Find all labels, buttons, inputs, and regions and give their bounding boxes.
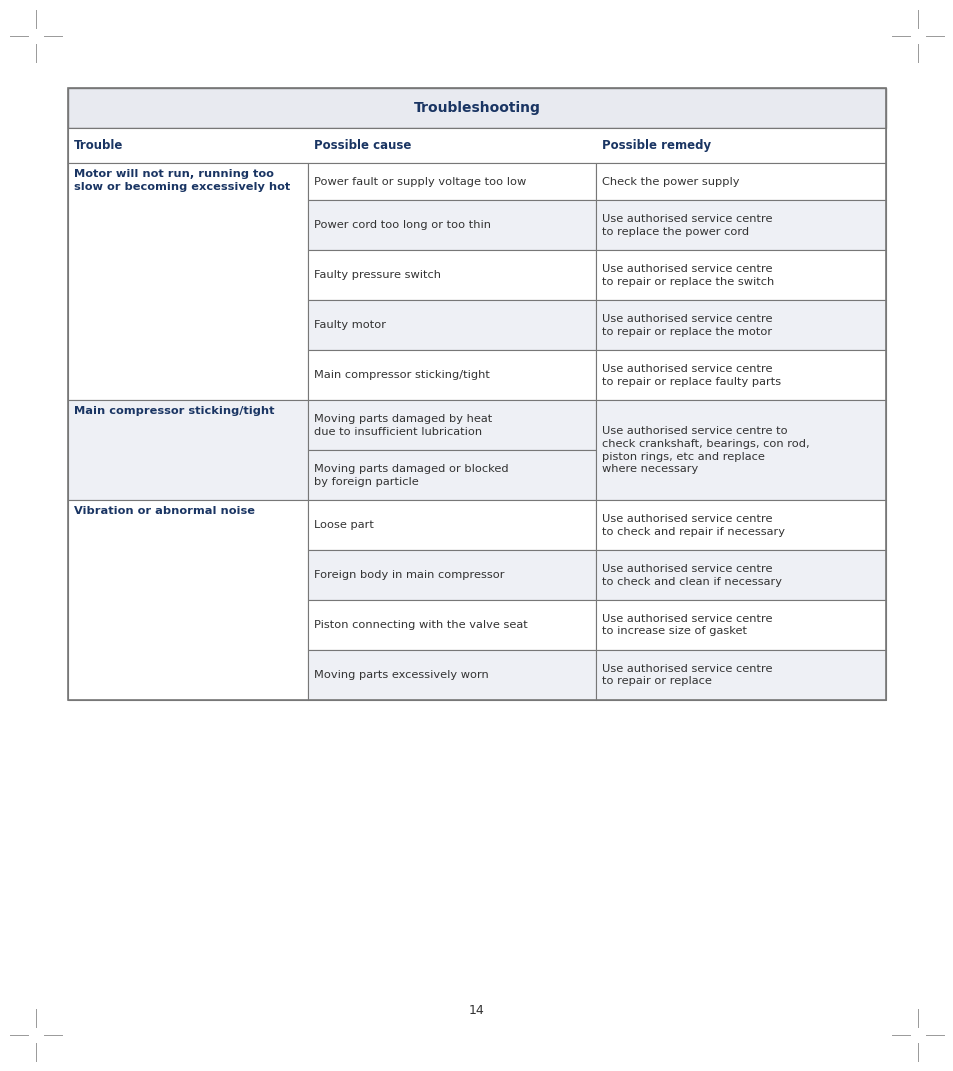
- Text: Use authorised service centre to
check crankshaft, bearings, con rod,
piston rin: Use authorised service centre to check c…: [601, 426, 809, 474]
- Bar: [308, 251, 596, 300]
- Bar: [68, 163, 308, 401]
- Text: Use authorised service centre
to check and clean if necessary: Use authorised service centre to check a…: [601, 563, 781, 587]
- Text: Check the power supply: Check the power supply: [601, 177, 740, 186]
- Text: Power fault or supply voltage too low: Power fault or supply voltage too low: [314, 177, 525, 186]
- Bar: [308, 350, 596, 401]
- Text: Moving parts excessively worn: Moving parts excessively worn: [314, 670, 488, 680]
- Text: Moving parts damaged by heat
due to insufficient lubrication: Moving parts damaged by heat due to insu…: [314, 413, 492, 437]
- Bar: [596, 500, 885, 550]
- Text: Use authorised service centre
to check and repair if necessary: Use authorised service centre to check a…: [601, 514, 784, 537]
- Bar: [68, 500, 308, 700]
- Text: Moving parts damaged or blocked
by foreign particle: Moving parts damaged or blocked by forei…: [314, 464, 508, 486]
- Text: Piston connecting with the valve seat: Piston connecting with the valve seat: [314, 620, 527, 630]
- Text: Power cord too long or too thin: Power cord too long or too thin: [314, 221, 490, 230]
- Bar: [308, 550, 596, 600]
- Text: Use authorised service centre
to replace the power cord: Use authorised service centre to replace…: [601, 214, 772, 237]
- Bar: [68, 88, 885, 127]
- Bar: [68, 127, 885, 163]
- Bar: [596, 300, 885, 350]
- Text: Use authorised service centre
to repair or replace faulty parts: Use authorised service centre to repair …: [601, 364, 781, 387]
- Text: 14: 14: [469, 1004, 484, 1016]
- Text: Motor will not run, running too
slow or becoming excessively hot: Motor will not run, running too slow or …: [74, 169, 290, 192]
- Text: Troubleshooting: Troubleshooting: [414, 101, 539, 115]
- Text: Trouble: Trouble: [74, 139, 123, 152]
- Bar: [308, 500, 596, 550]
- Text: Foreign body in main compressor: Foreign body in main compressor: [314, 570, 503, 580]
- Bar: [308, 600, 596, 650]
- Bar: [596, 350, 885, 401]
- Text: Possible remedy: Possible remedy: [601, 139, 711, 152]
- Text: Vibration or abnormal noise: Vibration or abnormal noise: [74, 507, 254, 516]
- Bar: [68, 401, 308, 500]
- Bar: [308, 300, 596, 350]
- Bar: [596, 401, 885, 500]
- Bar: [596, 200, 885, 251]
- Bar: [596, 550, 885, 600]
- Text: Main compressor sticking/tight: Main compressor sticking/tight: [314, 371, 489, 380]
- Bar: [68, 88, 885, 700]
- Text: Use authorised service centre
to repair or replace the switch: Use authorised service centre to repair …: [601, 263, 774, 287]
- Text: Faulty pressure switch: Faulty pressure switch: [314, 270, 440, 281]
- Bar: [596, 163, 885, 200]
- Bar: [308, 650, 596, 700]
- Bar: [308, 200, 596, 251]
- Text: Loose part: Loose part: [314, 521, 374, 530]
- Bar: [308, 450, 596, 500]
- Text: Faulty motor: Faulty motor: [314, 320, 385, 330]
- Text: Main compressor sticking/tight: Main compressor sticking/tight: [74, 406, 274, 417]
- Bar: [596, 600, 885, 650]
- Text: Possible cause: Possible cause: [314, 139, 411, 152]
- Text: Use authorised service centre
to increase size of gasket: Use authorised service centre to increas…: [601, 614, 772, 636]
- Bar: [596, 650, 885, 700]
- Text: Use authorised service centre
to repair or replace: Use authorised service centre to repair …: [601, 664, 772, 687]
- Text: Use authorised service centre
to repair or replace the motor: Use authorised service centre to repair …: [601, 314, 772, 336]
- Bar: [308, 163, 596, 200]
- Bar: [596, 251, 885, 300]
- Bar: [308, 401, 596, 450]
